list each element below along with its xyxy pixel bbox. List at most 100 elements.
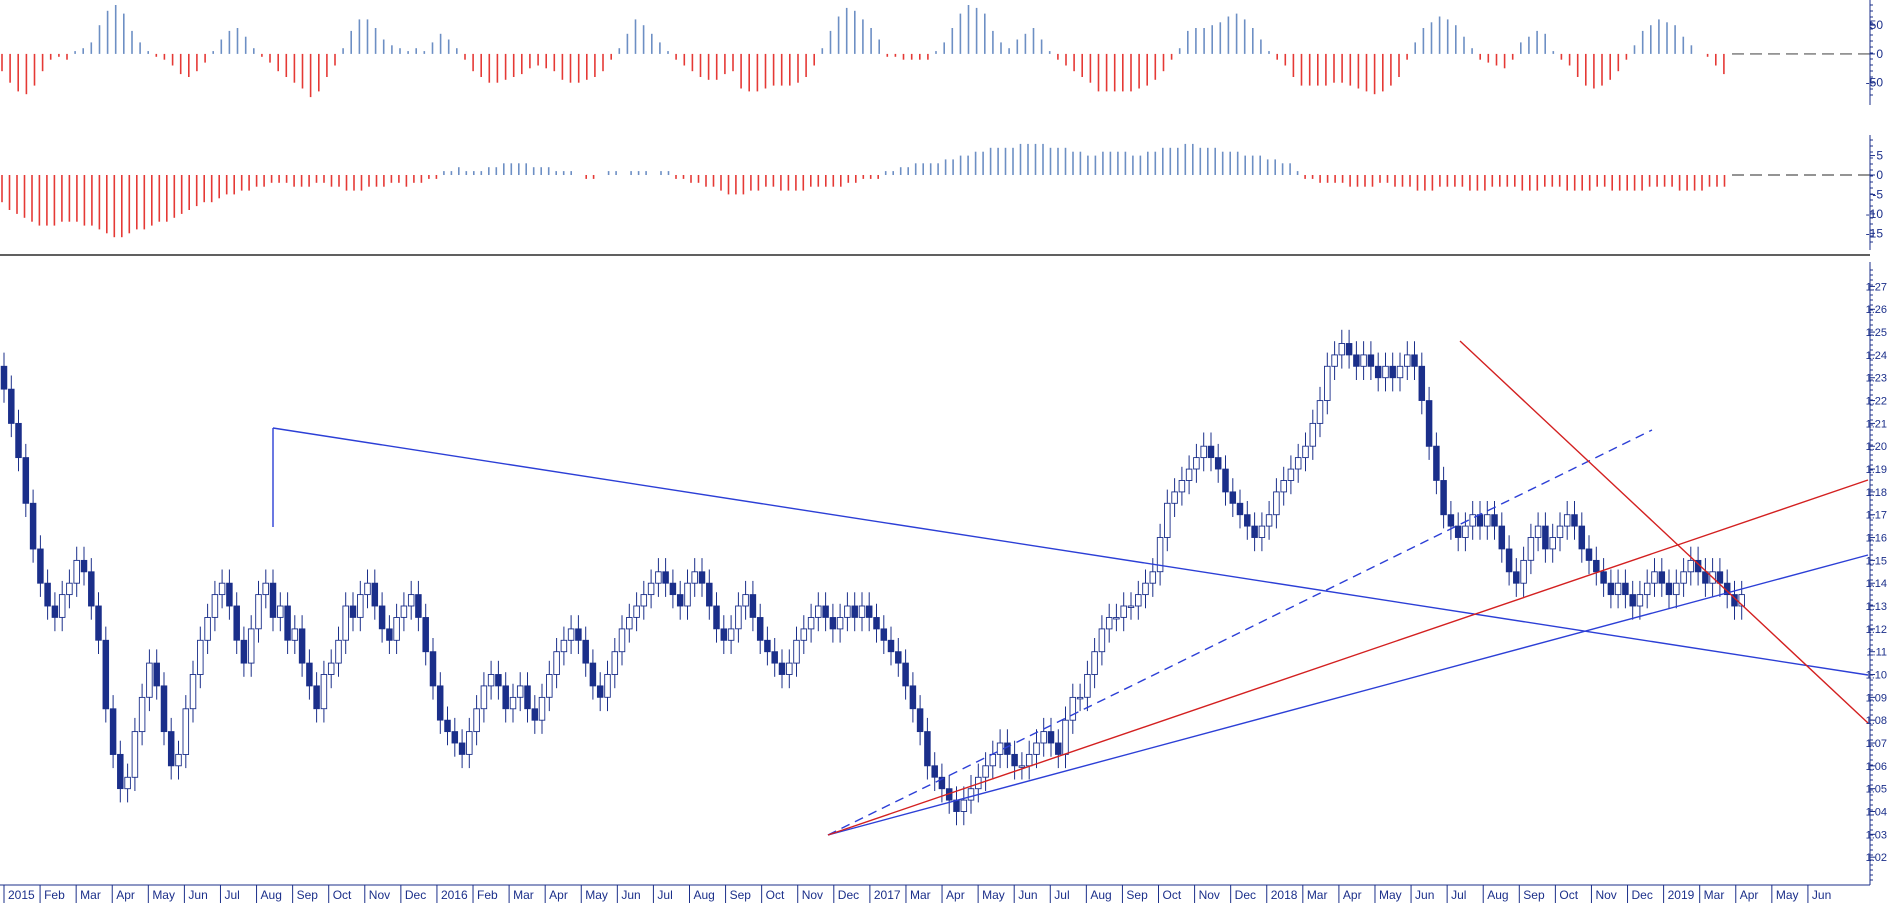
x-tick-label: 2015 [8,888,35,902]
candle-bearish [720,628,728,641]
candle-bullish [727,628,735,641]
candle-bearish [298,628,306,664]
candle-bullish [1149,571,1157,584]
candle-bearish [822,605,829,618]
candle-bearish [887,639,895,653]
candle-bullish [786,662,793,675]
candle-bullish [1484,514,1491,527]
candle-bullish [1178,480,1186,493]
y-tick-label: 1.24 [1866,350,1887,362]
candle-bullish [1556,525,1564,538]
candle-bullish [516,685,524,698]
candle-bearish [502,685,509,710]
y-tick-label: 1.25 [1866,327,1887,339]
candle-bearish [415,594,422,618]
candle-bullish [560,639,568,653]
candle-bullish [320,674,328,710]
candle-bearish [1513,571,1520,584]
candle-bearish [269,582,277,618]
x-tick-label: Jul [224,888,239,902]
candle-bullish [1280,480,1287,493]
candle-bearish [1207,445,1215,459]
y-tick-label: 1.15 [1866,555,1887,567]
candle-bullish [327,662,335,675]
candle-bearish [713,605,720,630]
y-tick-label: 1.22 [1866,396,1887,408]
x-tick-label: May [585,888,608,902]
candle-bearish [1542,525,1549,550]
candle-bullish [800,628,808,641]
y-tick-label: 5 [1876,149,1883,163]
candle-bearish [1389,365,1396,379]
candle-bearish [1440,480,1447,516]
candle-bullish [735,605,742,630]
candle-bearish [916,708,924,733]
candle-bearish [153,662,160,687]
candle-bearish [102,639,110,710]
x-tick-label: Oct [1559,888,1578,902]
candle-bullish [815,605,822,618]
candle-bearish [1367,354,1375,367]
candle-bearish [1222,468,1229,493]
x-tick-label: Sep [297,888,319,902]
x-tick-label: Aug [1487,888,1508,902]
x-tick-label: Apr [946,888,965,902]
candle-bearish [51,605,59,618]
candle-bearish [676,594,684,607]
y-axes: 500-5050-5-10-151.271.261.251.241.231.22… [1866,0,1887,885]
candle-bullish [487,674,495,687]
candle-bearish [109,708,117,755]
y-tick-label: 1.27 [1866,281,1887,293]
candle-bullish [138,696,146,733]
x-tick-label: Apr [549,888,568,902]
candle-bullish [1563,514,1571,527]
x-tick-label: Apr [116,888,135,902]
candle-bullish [262,582,269,596]
candle-bullish [1687,559,1695,573]
candle-bearish [902,662,909,687]
y-tick-label: 1.26 [1866,304,1887,316]
candle-bullish [858,605,866,618]
candle-bearish [1011,753,1018,767]
candle-bullish [982,765,989,778]
candle-bearish [1571,514,1578,527]
candle-bullish [611,651,619,675]
candle-bullish [1287,468,1295,481]
trendline-red-descending [1459,340,1869,724]
x-tick-label: Jun [1812,888,1831,902]
candle-bullish [989,753,997,767]
x-axis: 2015 Feb Mar Apr May Jun Jul Aug Sep Oct Nov Dec 201… [0,884,1870,903]
candle-bullish [836,617,844,630]
y-tick-label: 1.02 [1866,852,1887,864]
candle-bullish [1614,582,1622,596]
x-tick-label: Sep [730,888,752,902]
candle-bullish [473,708,480,733]
x-tick-label: Jun [621,888,640,902]
x-tick-label: Sep [1126,888,1148,902]
y-tick-label: 1.14 [1866,578,1887,590]
candle-bullish [66,582,73,596]
candle-bullish [618,628,626,653]
candle-bullish [1324,365,1331,401]
candle-bearish [1055,742,1062,755]
candle-bearish [117,753,124,790]
candle-bullish [1105,617,1113,630]
candle-bearish [37,548,44,584]
candle-bearish [1251,525,1258,538]
candle-bearish [1454,525,1462,538]
x-tick-label: Jun [188,888,207,902]
candle-bullish [1673,582,1680,596]
candle-bullish [1382,365,1389,379]
y-tick-label: 0 [1876,168,1883,182]
candle-bullish [567,628,575,641]
candle-bullish [691,571,698,584]
candle-bullish [218,582,226,596]
x-tick-label: Mar [910,888,931,902]
candle-bullish [407,594,415,607]
x-tick-label: Aug [693,888,714,902]
candle-bullish [1033,742,1040,755]
candle-bullish [1185,468,1193,481]
x-tick-label: Aug [1090,888,1111,902]
candle-bullish [204,617,211,641]
